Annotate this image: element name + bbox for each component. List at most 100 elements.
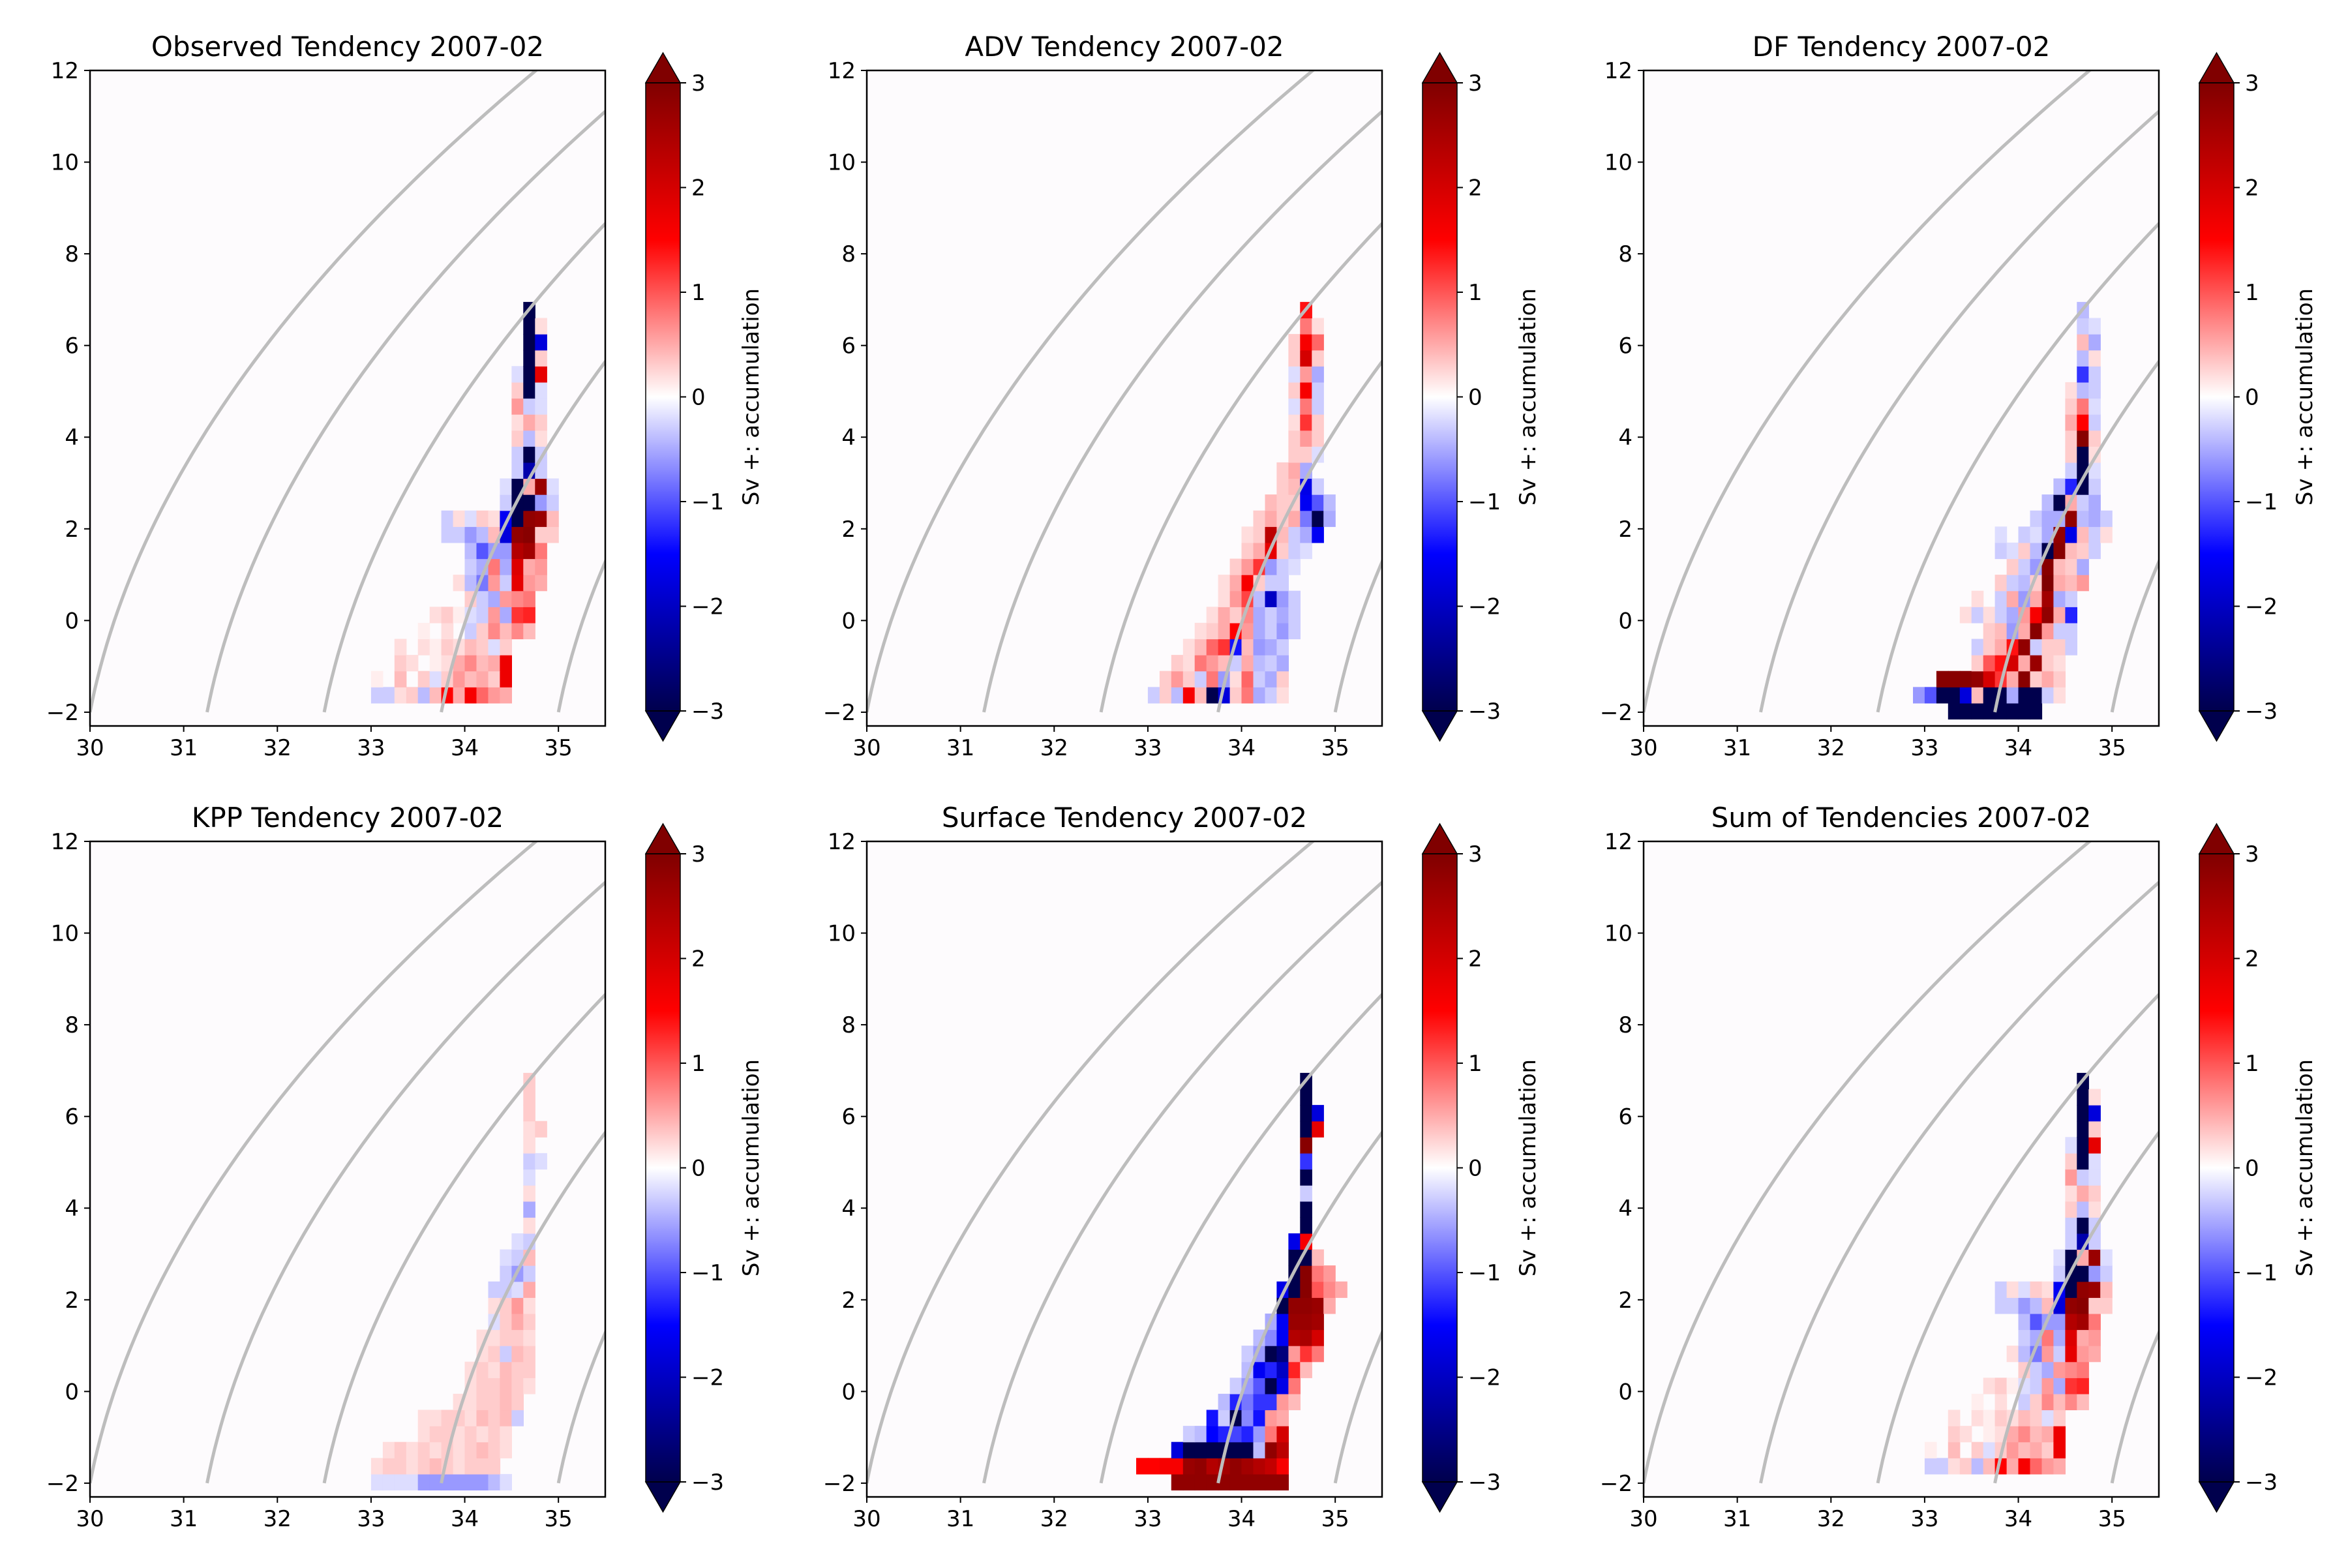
heatmap-cell [2041,607,2054,624]
heatmap-cell [2006,1378,2019,1395]
heatmap-cell [2077,542,2089,560]
heatmap-cell [2030,622,2043,640]
heatmap-cell [511,1313,524,1331]
heatmap-cell [1312,398,1324,415]
colorbar-tick-label: 2 [2245,175,2259,202]
heatmap-cell [2018,1329,2031,1346]
heatmap-cell [406,1458,419,1475]
heatmap-cell [464,1473,477,1491]
heatmap-cell [2077,494,2089,511]
heatmap-cell [535,1121,547,1138]
heatmap-cell [2088,1281,2101,1298]
colorbar-label: Sv +: accumulation [2292,1059,2318,1276]
y-tick-label: 2 [841,517,856,543]
heatmap-cell [488,510,501,527]
heatmap-cell [2018,1458,2031,1475]
heatmap-cell [523,1089,535,1106]
heatmap-cell [1312,366,1324,383]
heatmap-cell [2041,1441,2054,1458]
heatmap-cell [500,1393,512,1411]
heatmap-cell [2088,366,2101,383]
heatmap-cell [1276,494,1289,511]
heatmap-cell [500,1426,512,1443]
heatmap-cell [2088,1137,2101,1154]
heatmap-cell [441,1410,454,1426]
heatmap-cell [382,1441,395,1458]
x-tick-label: 31 [170,735,198,761]
heatmap-cell [523,1105,535,1122]
heatmap-cell [417,1410,430,1426]
heatmap-cell [535,542,547,560]
heatmap-cell [2018,1281,2031,1298]
heatmap-cell [1253,639,1266,656]
x-tick-label: 35 [545,735,573,761]
heatmap-cell [1300,1265,1312,1282]
x-tick-label: 35 [2098,735,2126,761]
heatmap-cell [1994,1393,2008,1411]
heatmap-cell [1265,1410,1278,1426]
heatmap-cell [382,1473,395,1491]
contour-line [1333,558,1382,713]
heatmap-cell [1288,1329,1301,1346]
y-tick-label: 0 [65,608,79,634]
heatmap-cell [1994,1297,2008,1314]
colorbar-label: Sv +: accumulation [1515,1059,1541,1276]
heatmap-cell [441,1473,454,1491]
heatmap-cell [1959,1458,1972,1475]
heatmap-cell [1182,1473,1196,1491]
heatmap-cell [1276,1361,1289,1378]
heatmap-cell [1171,687,1184,704]
heatmap-cell [488,1426,501,1443]
colorbar-tick-label: −2 [1468,594,1501,620]
heatmap-cell [1229,607,1242,624]
heatmap-cell [453,575,466,592]
heatmap-cell [511,526,524,543]
colorbar-tick-label: −3 [691,1470,724,1496]
x-tick-label: 34 [2004,1506,2032,1532]
heatmap-cell [1253,1441,1266,1458]
heatmap-cell [1229,687,1242,704]
contour-line [90,70,539,713]
heatmap-cell [1959,1426,1972,1443]
heatmap-cell [535,382,547,399]
heatmap-cell [1276,1441,1289,1458]
contour-line [1759,880,2159,1484]
heatmap-cell [453,1473,466,1491]
contour-line [1644,841,2092,1484]
heatmap-cell [1971,1410,1984,1426]
colorbar-tick-label: 1 [691,1051,706,1077]
colorbar-tick-label: 3 [2245,70,2259,97]
heatmap-cell [1206,622,1219,640]
heatmap-cell [1936,687,1949,704]
colorbar-tick-label: −1 [1468,489,1501,515]
heatmap-cell [2030,1458,2043,1475]
y-tick-label: 4 [1618,1196,1633,1222]
heatmap-cell [2030,639,2043,656]
heatmap-cell [2053,1249,2066,1266]
heatmap-cell [2006,1458,2019,1475]
heatmap-cell [523,526,535,543]
contour-line [867,70,1316,713]
heatmap-cell [1300,542,1312,560]
heatmap-cell [2065,1378,2077,1395]
heatmap-cell [1994,607,2008,624]
heatmap-cell [488,1410,501,1426]
heatmap-cell [523,366,535,383]
y-tick-label: −2 [823,1471,856,1497]
x-tick-label: 31 [946,1506,974,1532]
colorbar-tick-label: 2 [1468,946,1483,972]
heatmap-cell [535,350,547,367]
heatmap-cell [1276,542,1289,560]
heatmap-cell [1323,1265,1336,1282]
heatmap-cell [464,671,477,687]
x-tick-label: 32 [1817,735,1845,761]
heatmap-cell [417,1426,430,1443]
heatmap-cell [1288,350,1301,367]
heatmap-cell [1276,1473,1289,1491]
heatmap-cell [1300,1313,1312,1331]
heatmap-cell [2077,366,2089,383]
heatmap-cell [1171,1458,1184,1475]
x-tick-label: 30 [852,735,880,761]
y-tick-label: 6 [65,1104,79,1130]
heatmap-cell [1971,607,1984,624]
